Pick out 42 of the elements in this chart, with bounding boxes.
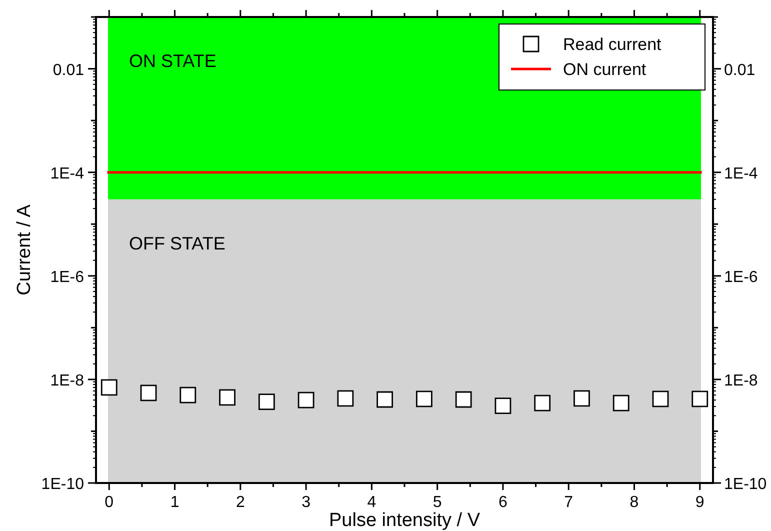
x-tick-label: 9	[695, 494, 704, 511]
x-tick-label: 3	[302, 494, 311, 511]
y-tick-label: 1E-4	[724, 165, 758, 182]
point	[534, 394, 551, 412]
x-axis-title: Pulse intensity / V	[328, 510, 480, 531]
text: 1E-8	[50, 372, 84, 390]
y-tick-label: 1E-6	[724, 268, 758, 286]
x-tick-label: 8	[630, 494, 639, 511]
point	[574, 390, 590, 407]
legend-label: ON current	[563, 60, 646, 79]
x-tick-label: 7	[564, 494, 574, 511]
x-tick-label: 2	[236, 494, 245, 511]
point	[612, 394, 630, 412]
point	[258, 394, 275, 410]
point	[219, 389, 236, 406]
point	[494, 398, 512, 414]
y-tick-label: 1E-10	[724, 476, 767, 493]
x-tick-label: 0	[104, 494, 114, 511]
x-tick-label: 1	[170, 494, 180, 511]
point	[416, 390, 432, 408]
point	[180, 386, 196, 404]
point	[337, 390, 354, 407]
text: 0.01	[52, 62, 84, 79]
x-tick-label: 4	[367, 494, 376, 511]
band-label: OFF STATE	[129, 233, 226, 254]
text: 1E-6	[50, 268, 84, 286]
x-tick-label: 5	[432, 494, 442, 511]
text: 1E-4	[50, 165, 84, 182]
point	[455, 391, 472, 408]
point	[100, 379, 118, 396]
point	[652, 390, 669, 408]
point	[376, 391, 394, 408]
y-axis-title: Current / A	[14, 204, 35, 296]
point	[692, 390, 708, 408]
y-tick-label: 1E-8	[724, 372, 758, 390]
x-tick-label: 6	[498, 494, 508, 511]
point	[140, 384, 157, 402]
band-label: ON STATE	[129, 51, 216, 71]
point	[298, 392, 314, 408]
y-tick-label: 0.01	[724, 62, 756, 79]
text: 1E-10	[41, 476, 84, 493]
legend-label: Read current	[563, 35, 662, 54]
